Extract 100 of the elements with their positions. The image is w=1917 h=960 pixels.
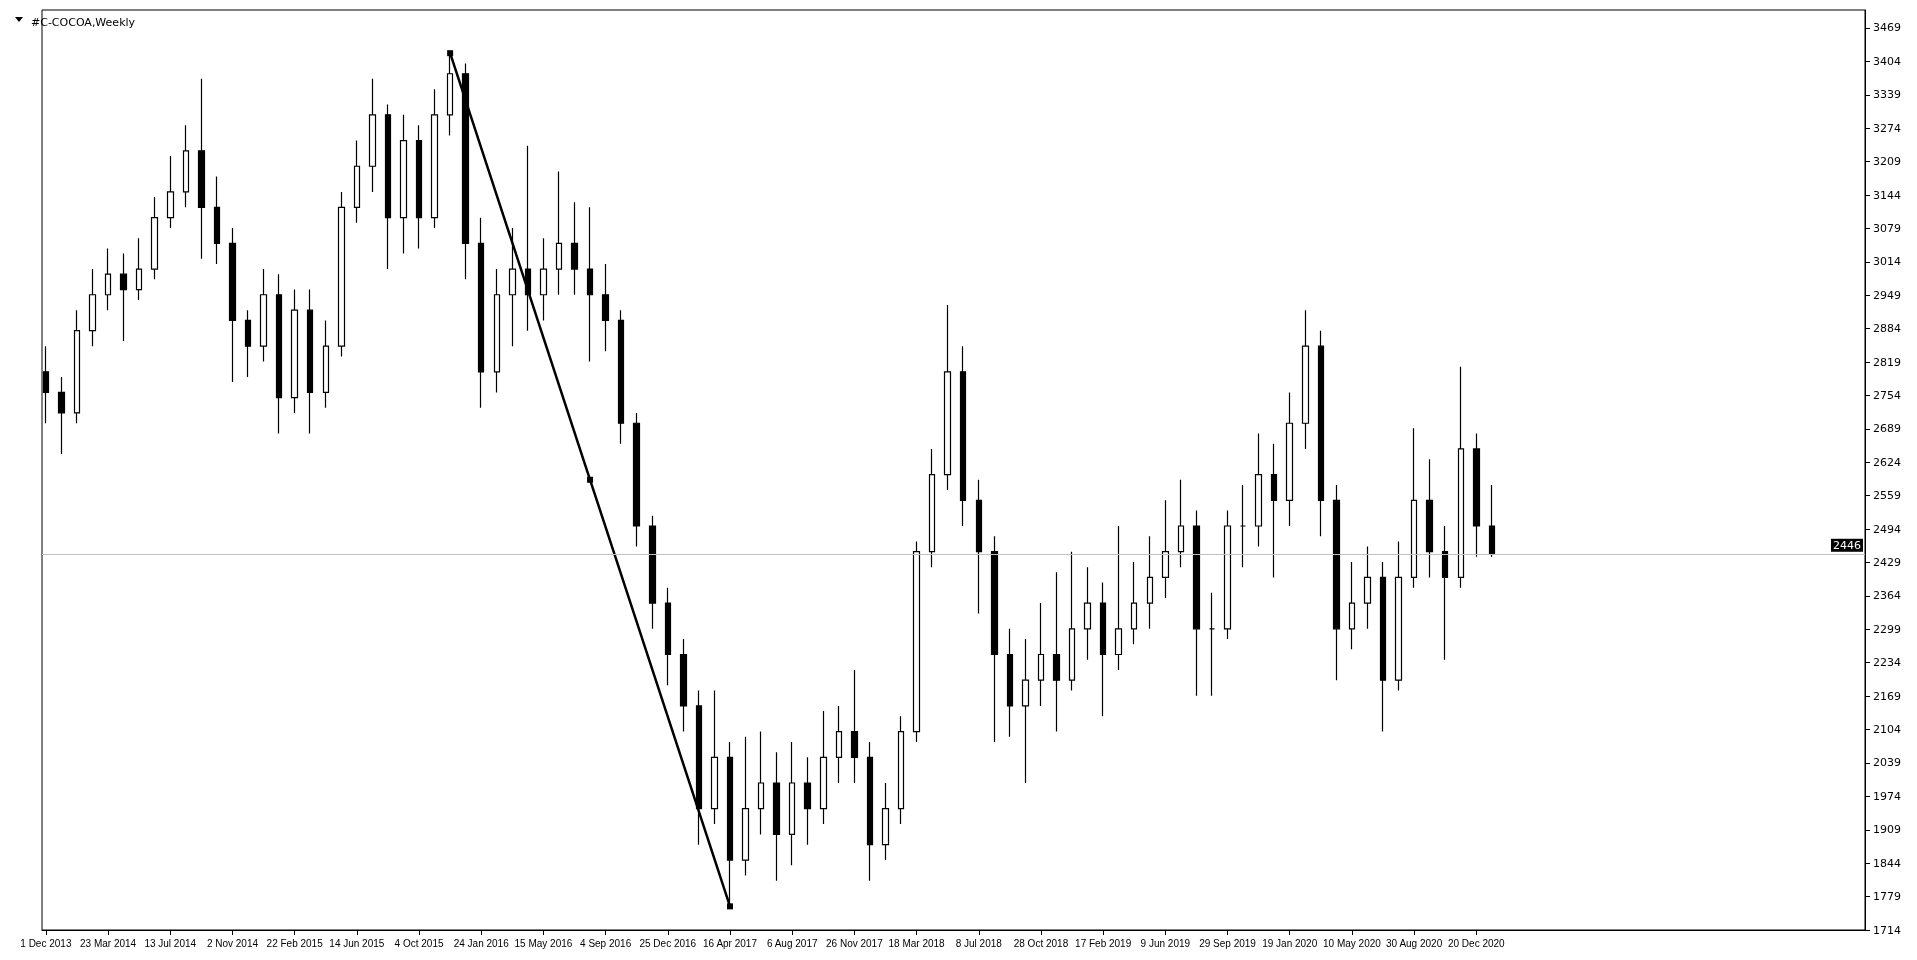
candlestick xyxy=(928,448,936,568)
candlestick xyxy=(664,587,672,686)
candlestick xyxy=(710,689,719,825)
y-tick-label: 2234 xyxy=(1873,656,1901,670)
candlestick xyxy=(1021,638,1030,784)
candlestick xyxy=(803,756,812,846)
candlestick xyxy=(586,206,594,363)
candlestick xyxy=(104,247,112,311)
candlestick xyxy=(290,289,299,414)
candlestick xyxy=(213,175,221,265)
candlestick xyxy=(1394,540,1403,692)
candlestick xyxy=(259,268,268,363)
candlestick xyxy=(1208,592,1216,697)
candlestick xyxy=(617,309,625,445)
candlestick xyxy=(1301,309,1310,450)
candlestick xyxy=(88,268,97,347)
candlestick xyxy=(306,289,314,435)
candlestick xyxy=(1052,571,1061,733)
candlestick xyxy=(1488,484,1496,558)
y-tick-label: 1974 xyxy=(1873,789,1901,803)
candlestick xyxy=(570,201,579,296)
candlestick xyxy=(1410,427,1418,589)
candlestick xyxy=(73,309,81,424)
x-tick-label: 10 May 2020 xyxy=(1323,937,1382,949)
candlestick xyxy=(632,412,641,548)
candlestick xyxy=(415,124,423,250)
x-tick-label: 4 Sep 2016 xyxy=(580,937,632,949)
candlestick xyxy=(912,540,921,743)
candlestick xyxy=(1472,432,1481,558)
y-tick-label: 3469 xyxy=(1873,21,1901,35)
x-tick-label: 9 Jun 2019 xyxy=(1140,937,1191,949)
candlestick xyxy=(539,237,548,322)
candlestick xyxy=(788,741,796,866)
text: #C-COCOA,Weekly xyxy=(31,16,136,29)
candlestick xyxy=(57,376,66,455)
candlestick xyxy=(1223,510,1232,640)
candlestick xyxy=(461,62,470,280)
candlestick xyxy=(866,741,874,882)
candlestick xyxy=(493,268,501,393)
y-tick-label: 1779 xyxy=(1873,890,1901,904)
candlestick xyxy=(1083,566,1092,661)
candlestick xyxy=(353,139,361,224)
y-tick-label: 3339 xyxy=(1873,88,1901,102)
candlestick xyxy=(695,689,703,846)
y-tick-label: 2754 xyxy=(1873,388,1901,402)
y-tick-label: 1909 xyxy=(1873,823,1901,837)
candlestick xyxy=(275,273,283,435)
candlestick xyxy=(368,78,377,193)
candlestick xyxy=(1441,525,1449,661)
point xyxy=(727,903,733,910)
y-tick-label: 2429 xyxy=(1873,556,1901,570)
x-tick-label: 6 Aug 2017 xyxy=(766,937,818,949)
candlestick xyxy=(555,170,563,296)
y-tick-label: 2364 xyxy=(1873,589,1901,603)
x-tick-label: 1 Dec 2013 xyxy=(20,937,72,949)
x-tick-label: 20 Dec 2020 xyxy=(1447,937,1506,949)
y-tick-label: 3014 xyxy=(1873,255,1901,269)
candlestick xyxy=(399,114,408,255)
candlestick xyxy=(197,78,206,260)
x-tick-label: 22 Feb 2015 xyxy=(266,937,324,949)
x-tick-label: 8 Jul 2018 xyxy=(955,937,1003,949)
y-tick-label: 2559 xyxy=(1873,489,1901,503)
x-tick-label: 26 Nov 2017 xyxy=(826,937,884,949)
candlestick xyxy=(1457,366,1465,589)
y-tick-label: 2884 xyxy=(1873,322,1901,336)
candlestick xyxy=(228,227,237,383)
x-tick-label: 25 Dec 2016 xyxy=(639,937,697,949)
candlestick xyxy=(150,196,159,280)
candlestick xyxy=(1099,581,1107,717)
candlestick xyxy=(337,191,346,358)
y-tick-label: 2039 xyxy=(1873,756,1901,770)
candlestick xyxy=(1037,602,1045,707)
x-tick-label: 16 Apr 2017 xyxy=(703,937,758,949)
candlestick xyxy=(881,782,890,861)
y-tick-label: 3209 xyxy=(1873,155,1901,169)
candlestick xyxy=(1317,330,1325,537)
candlestick xyxy=(384,103,392,270)
x-tick-label: 18 Mar 2018 xyxy=(888,937,946,949)
candlestick xyxy=(1270,443,1278,579)
y-tick-label: 2494 xyxy=(1873,522,1901,536)
y-tick-label: 2949 xyxy=(1873,288,1901,302)
x-tick-label: 23 Mar 2014 xyxy=(80,937,137,949)
candlestick xyxy=(1348,561,1356,650)
y-tick-label: 1714 xyxy=(1873,923,1901,937)
candlestick xyxy=(1068,551,1076,692)
candlestick xyxy=(1161,499,1170,599)
candlestick xyxy=(1379,561,1387,733)
candlestick xyxy=(975,479,983,614)
y-tick-label: 2169 xyxy=(1873,689,1901,703)
candlestick xyxy=(166,155,175,229)
candlestick xyxy=(1425,458,1434,579)
y-tick-label: 3144 xyxy=(1873,188,1901,202)
x-tick-label: 30 Aug 2020 xyxy=(1386,937,1443,949)
candlestick xyxy=(119,253,128,342)
candlestick xyxy=(679,638,688,733)
candlestick xyxy=(943,304,952,491)
candlestick xyxy=(1332,484,1341,681)
candlestick xyxy=(850,669,859,784)
ref-line-label: 2446 xyxy=(1833,538,1861,552)
candlestick xyxy=(601,263,610,352)
